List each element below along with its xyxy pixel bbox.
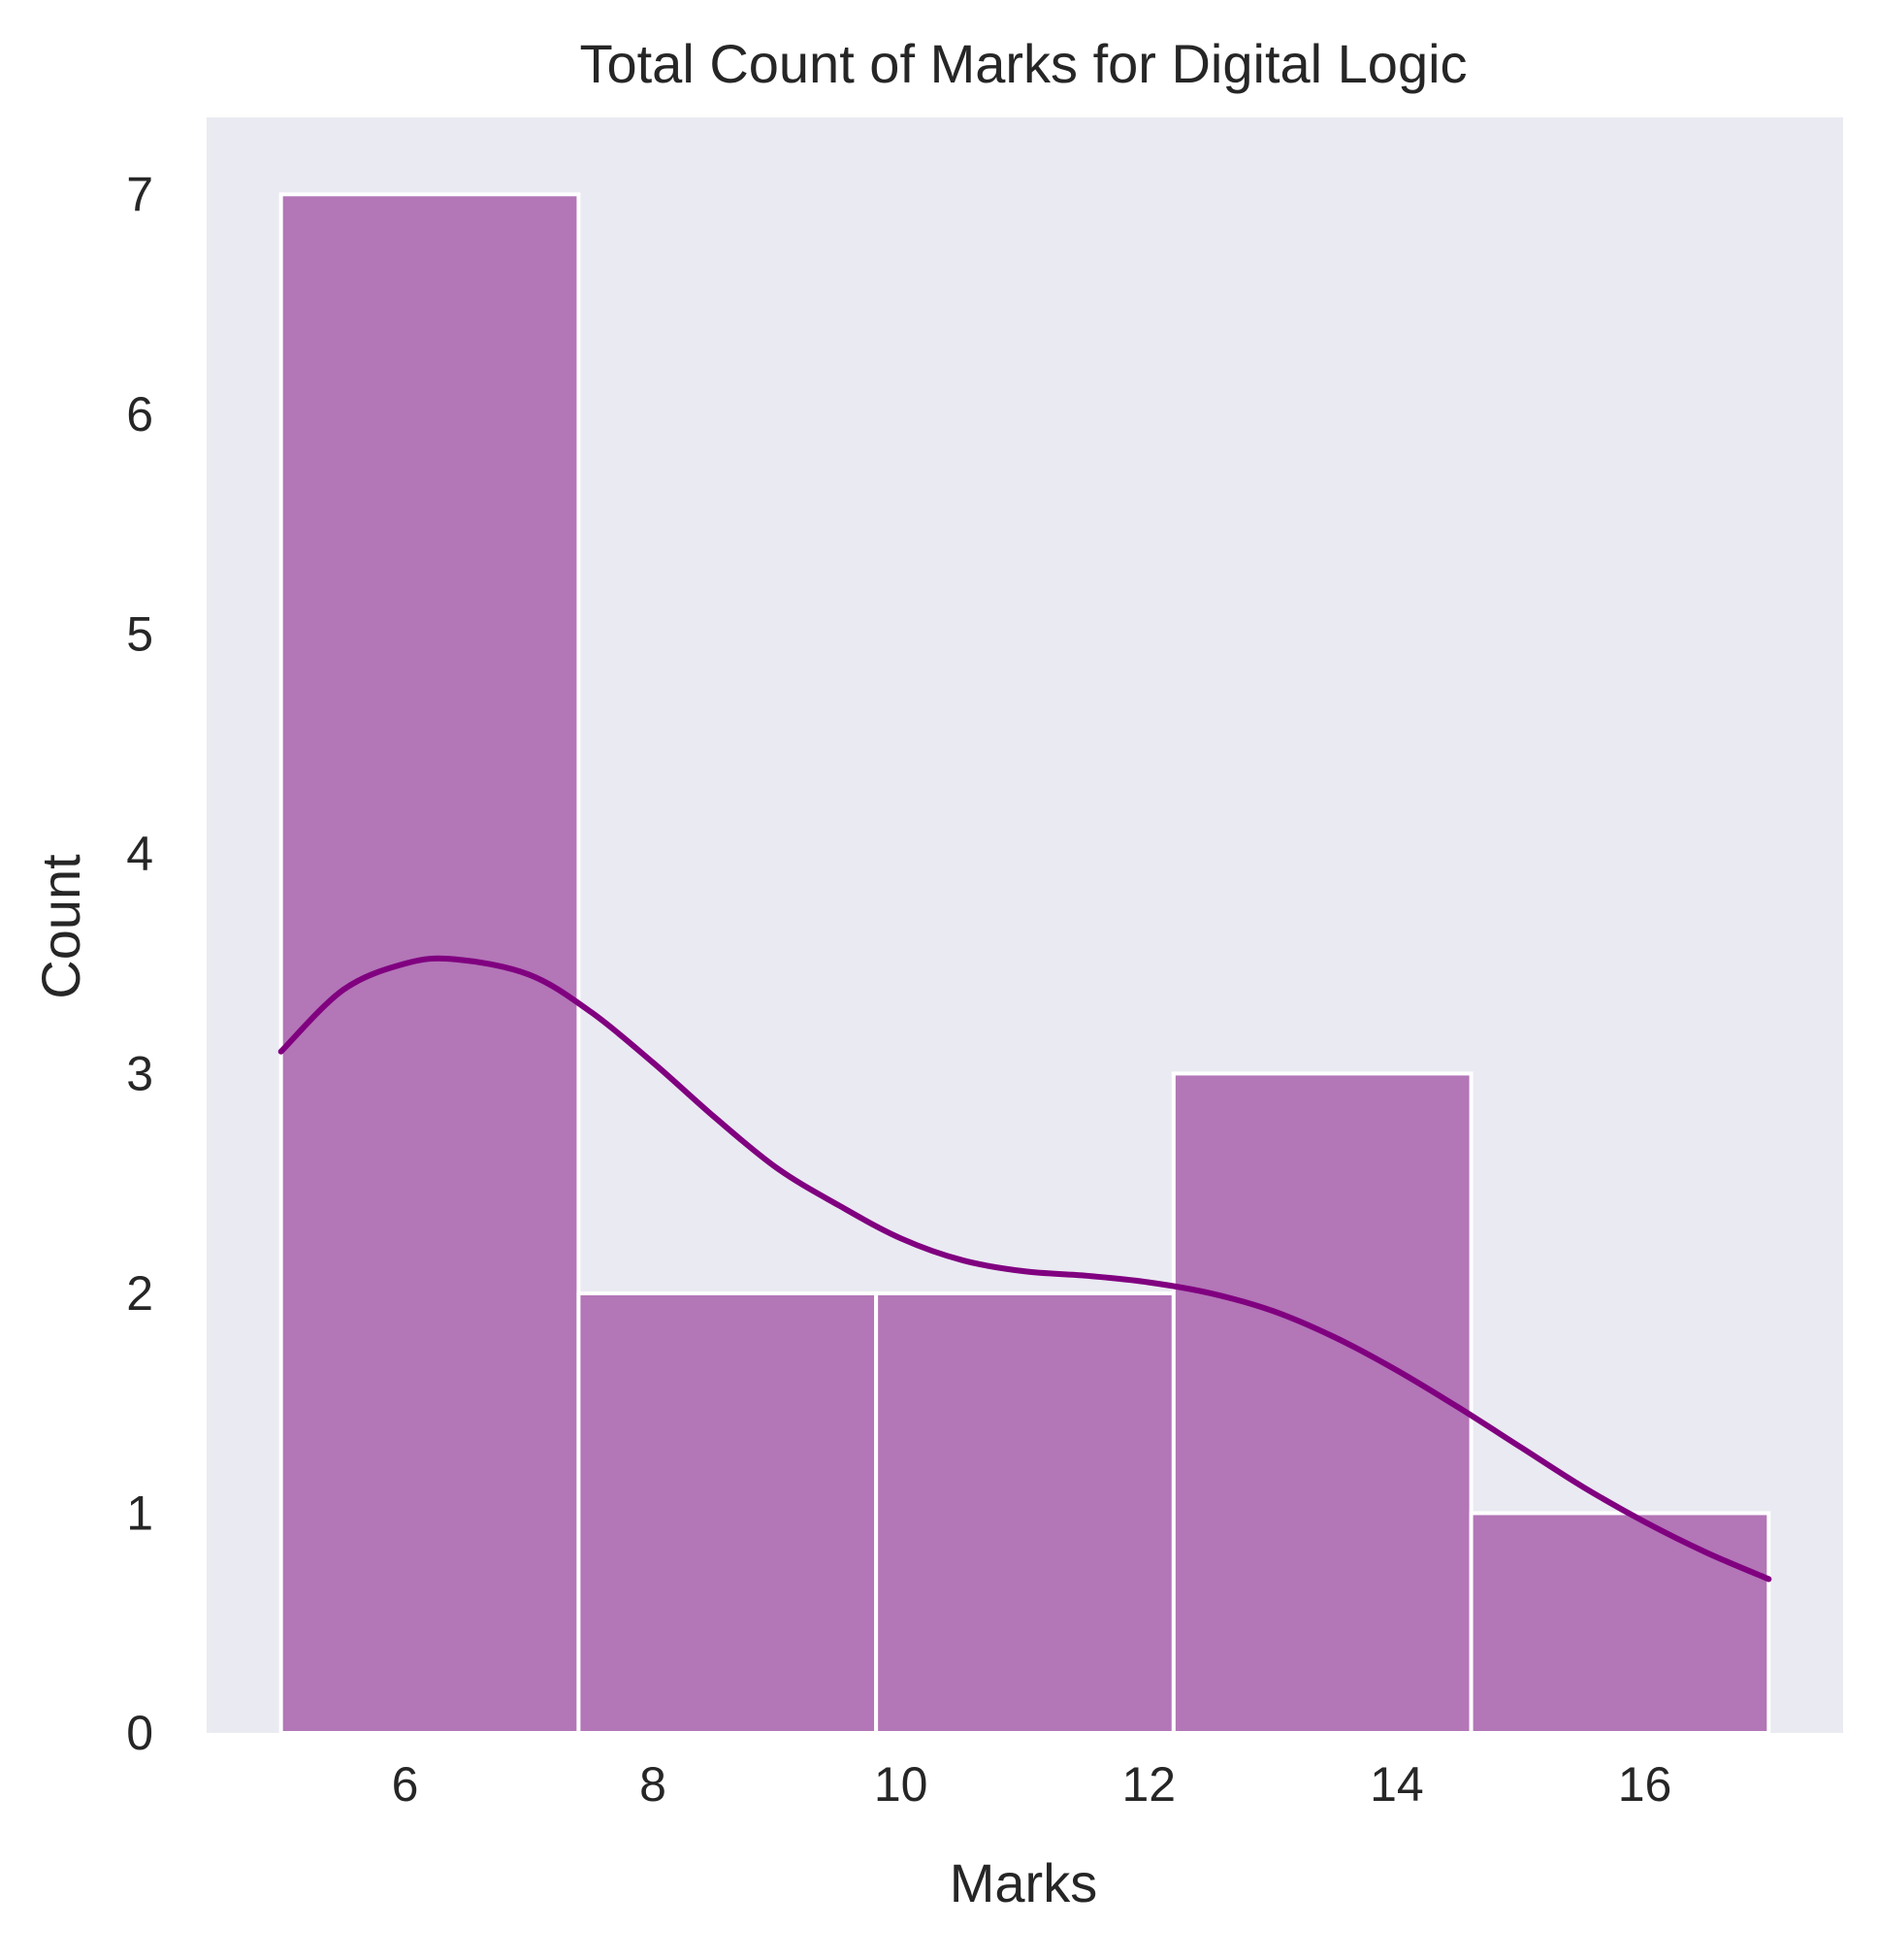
x-tick-label: 10 <box>874 1757 928 1812</box>
x-tick-label: 14 <box>1370 1757 1424 1812</box>
histogram-bar-4 <box>1171 1071 1474 1736</box>
histogram-bar-3 <box>874 1290 1176 1735</box>
y-tick-label: 5 <box>126 606 153 661</box>
y-axis-ticks: 0 1 2 3 4 5 6 7 <box>126 167 153 1760</box>
y-tick-label: 4 <box>126 827 153 881</box>
x-tick-label: 6 <box>392 1757 419 1812</box>
x-axis-label: Marks <box>950 1852 1097 1913</box>
x-tick-label: 16 <box>1618 1757 1672 1812</box>
x-tick-label: 8 <box>639 1757 666 1812</box>
y-axis-label: Count <box>30 854 91 999</box>
y-tick-label: 0 <box>126 1706 153 1760</box>
y-tick-label: 7 <box>126 167 153 221</box>
histogram-bar-1 <box>278 192 581 1735</box>
y-tick-label: 1 <box>126 1486 153 1540</box>
histogram-bar-2 <box>576 1290 879 1735</box>
y-tick-label: 6 <box>126 387 153 441</box>
kde-curve <box>277 955 1772 1583</box>
y-tick-label: 2 <box>126 1266 153 1321</box>
x-axis-ticks: 6 8 10 12 14 16 <box>392 1757 1672 1812</box>
y-tick-label: 3 <box>126 1046 153 1100</box>
histogram-bars <box>278 192 1771 1736</box>
x-tick-label: 12 <box>1121 1757 1176 1812</box>
histogram-bar-5 <box>1469 1511 1771 1735</box>
chart-title: Total Count of Marks for Digital Logic <box>579 33 1467 94</box>
